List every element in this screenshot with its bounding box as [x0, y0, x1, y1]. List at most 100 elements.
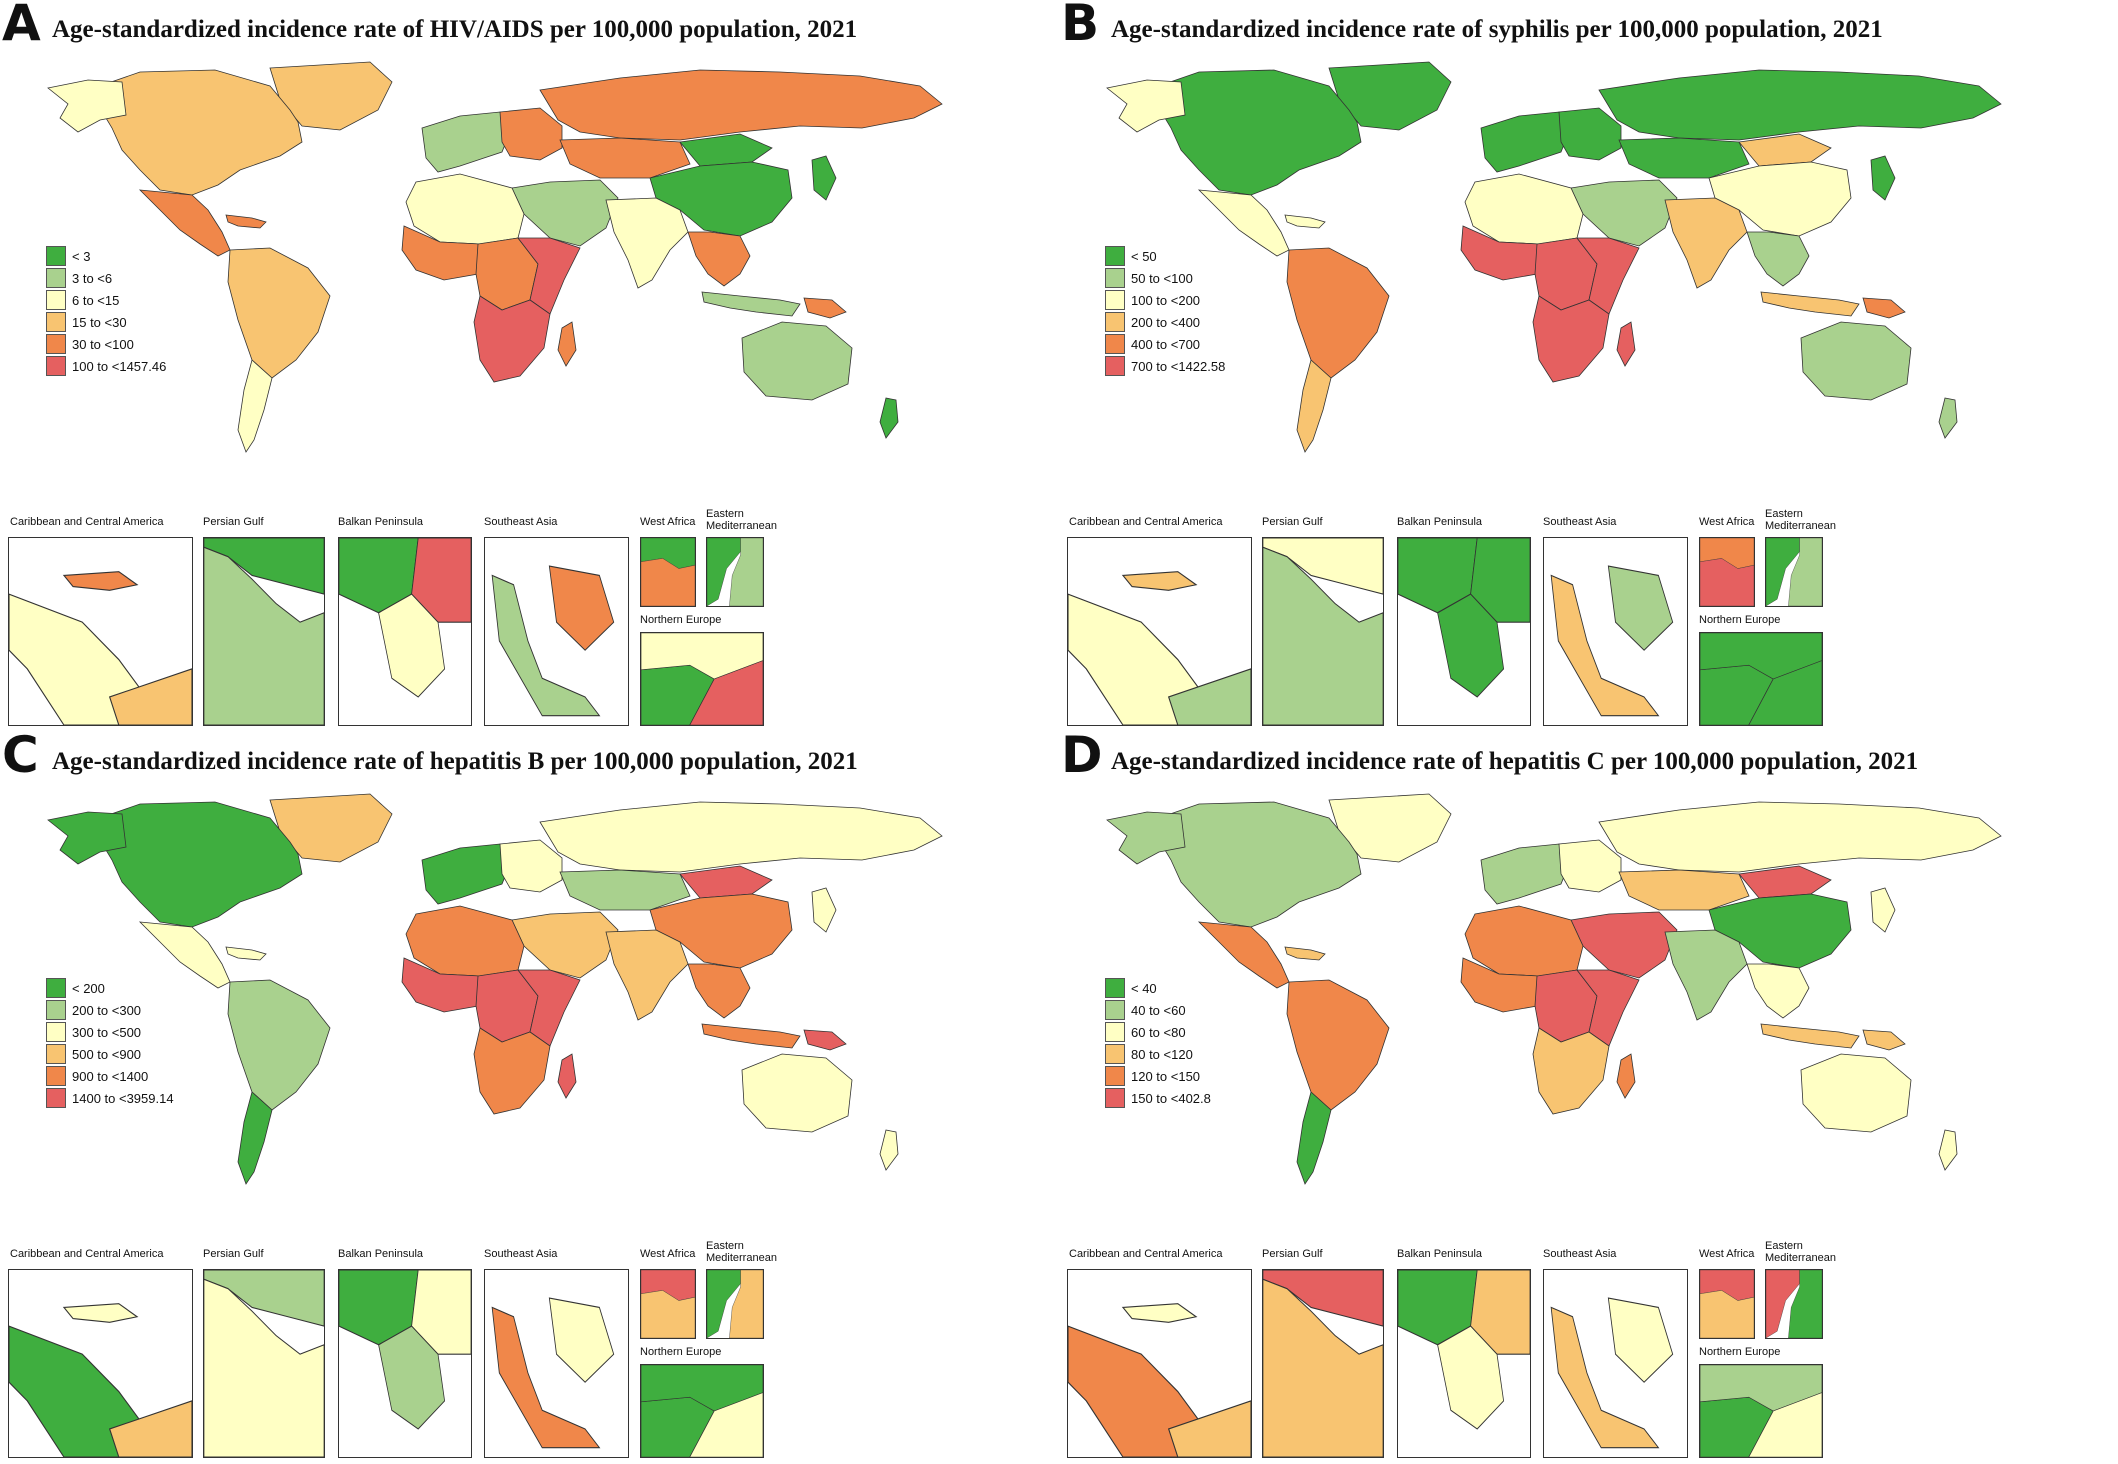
- legend-label: 1400 to <3959.14: [72, 1090, 174, 1106]
- inset-region: [1263, 546, 1383, 725]
- region-middle-east: [1570, 911, 1678, 979]
- legend-swatch: [1105, 1088, 1125, 1108]
- region-central-america: [138, 921, 231, 989]
- panel-c: C Age-standardized incidence rate of hep…: [0, 732, 1059, 1464]
- region-central-asia: [1618, 869, 1750, 911]
- region-caribbean: [225, 214, 267, 229]
- inset-region: [707, 538, 741, 606]
- region-north-america: [1146, 69, 1362, 196]
- region-japan: [811, 155, 837, 201]
- region-north-america: [87, 801, 303, 928]
- region-middle-east: [511, 179, 619, 247]
- legend-item: 400 to <700: [1105, 333, 1305, 355]
- region-madagascar: [1616, 321, 1636, 367]
- inset-map: [641, 1365, 763, 1457]
- legend-label: 500 to <900: [72, 1046, 142, 1062]
- inset-label-southeast-asia: Southeast Asia: [1543, 516, 1617, 528]
- legend-swatch: [1105, 356, 1125, 376]
- region-west-africa: [1460, 225, 1540, 281]
- region-indonesia: [1760, 1023, 1860, 1049]
- inset-region: [641, 1290, 695, 1338]
- inset-region: [548, 1297, 615, 1383]
- inset-label-eastern-med: Eastern Mediterranean: [1765, 508, 1836, 532]
- region-south-asia: [605, 197, 689, 289]
- inset-persian-gulf: [1262, 1269, 1384, 1458]
- region-new-zealand: [879, 1129, 899, 1171]
- legend-item: < 3: [46, 245, 246, 267]
- inset-northern-europe: [640, 1364, 764, 1458]
- inset-region: [378, 593, 446, 698]
- region-southern-africa: [473, 295, 551, 383]
- inset-persian-gulf: [203, 537, 325, 726]
- inset-caribbean: [1067, 1269, 1252, 1458]
- legend-swatch: [46, 1066, 66, 1086]
- legend-swatch: [46, 268, 66, 288]
- legend-item: 1400 to <3959.14: [46, 1087, 246, 1109]
- region-western-europe: [421, 111, 511, 173]
- region-east-africa: [1576, 237, 1640, 315]
- region-southern-africa: [473, 1027, 551, 1115]
- inset-eastern-med: [706, 537, 764, 607]
- region-southeast-asia: [1746, 963, 1810, 1019]
- inset-label-eastern-med: Eastern Mediterranean: [706, 508, 777, 532]
- inset-label-balkan: Balkan Peninsula: [1397, 516, 1483, 528]
- region-southern-cone: [1296, 1091, 1332, 1185]
- legend-swatch: [46, 1000, 66, 1020]
- legend-item: 100 to <1457.46: [46, 355, 246, 377]
- world-map: [47, 793, 943, 1185]
- world-map: [1106, 61, 2002, 453]
- region-australia: [741, 1053, 853, 1133]
- inset-region: [9, 1325, 147, 1457]
- region-caribbean: [1284, 214, 1326, 229]
- region-alaska: [47, 79, 127, 133]
- inset-map: [204, 538, 324, 725]
- legend-label: 200 to <300: [72, 1002, 142, 1018]
- inset-map: [1700, 1270, 1754, 1338]
- world-map: [1106, 793, 2002, 1185]
- inset-map: [9, 571, 192, 725]
- inset-label-west-africa: West Africa: [640, 1248, 696, 1260]
- inset-label-caribbean: Caribbean and Central America: [10, 516, 164, 528]
- panel-letter: D: [1061, 732, 1103, 784]
- inset-region: [491, 1306, 601, 1449]
- region-mongolia: [1738, 865, 1832, 899]
- region-southeast-asia: [687, 231, 751, 287]
- legend-item: 15 to <30: [46, 311, 246, 333]
- inset-region: [204, 546, 324, 725]
- inset-label-caribbean: Caribbean and Central America: [1069, 516, 1223, 528]
- legend-swatch: [46, 978, 66, 998]
- inset-label-balkan: Balkan Peninsula: [338, 516, 424, 528]
- region-alaska: [1106, 811, 1186, 865]
- inset-region: [62, 571, 139, 591]
- inset-southeast-asia: [1543, 1269, 1688, 1458]
- inset-map: [339, 1270, 471, 1430]
- legend-item: 200 to <300: [46, 999, 246, 1021]
- region-mongolia: [679, 133, 773, 167]
- region-west-africa: [401, 957, 481, 1013]
- region-indonesia: [1760, 291, 1860, 317]
- inset-map: [491, 565, 615, 717]
- panel-d: D Age-standardized incidence rate of hep…: [1059, 732, 2118, 1464]
- legend-swatch: [1105, 334, 1125, 354]
- inset-map: [641, 633, 763, 725]
- legend-item: 30 to <100: [46, 333, 246, 355]
- inset-region: [1068, 1325, 1206, 1457]
- inset-balkan: [338, 1269, 472, 1458]
- inset-map: [1766, 538, 1822, 606]
- legend-swatch: [1105, 1066, 1125, 1086]
- inset-label-eastern-med: Eastern Mediterranean: [1765, 1240, 1836, 1264]
- inset-region: [1263, 1278, 1383, 1457]
- inset-map: [204, 1270, 324, 1457]
- region-south-asia: [1664, 197, 1748, 289]
- inset-region: [1437, 1325, 1505, 1430]
- inset-region: [108, 668, 192, 725]
- region-russia: [1598, 801, 2002, 873]
- region-papua: [803, 1029, 847, 1051]
- region-japan: [1870, 887, 1896, 933]
- legend-label: < 40: [1131, 980, 1157, 996]
- inset-region: [1167, 668, 1251, 725]
- inset-region: [707, 1270, 741, 1338]
- legend-item: < 200: [46, 977, 246, 999]
- region-south-america: [1286, 247, 1390, 379]
- inset-balkan: [1397, 1269, 1531, 1458]
